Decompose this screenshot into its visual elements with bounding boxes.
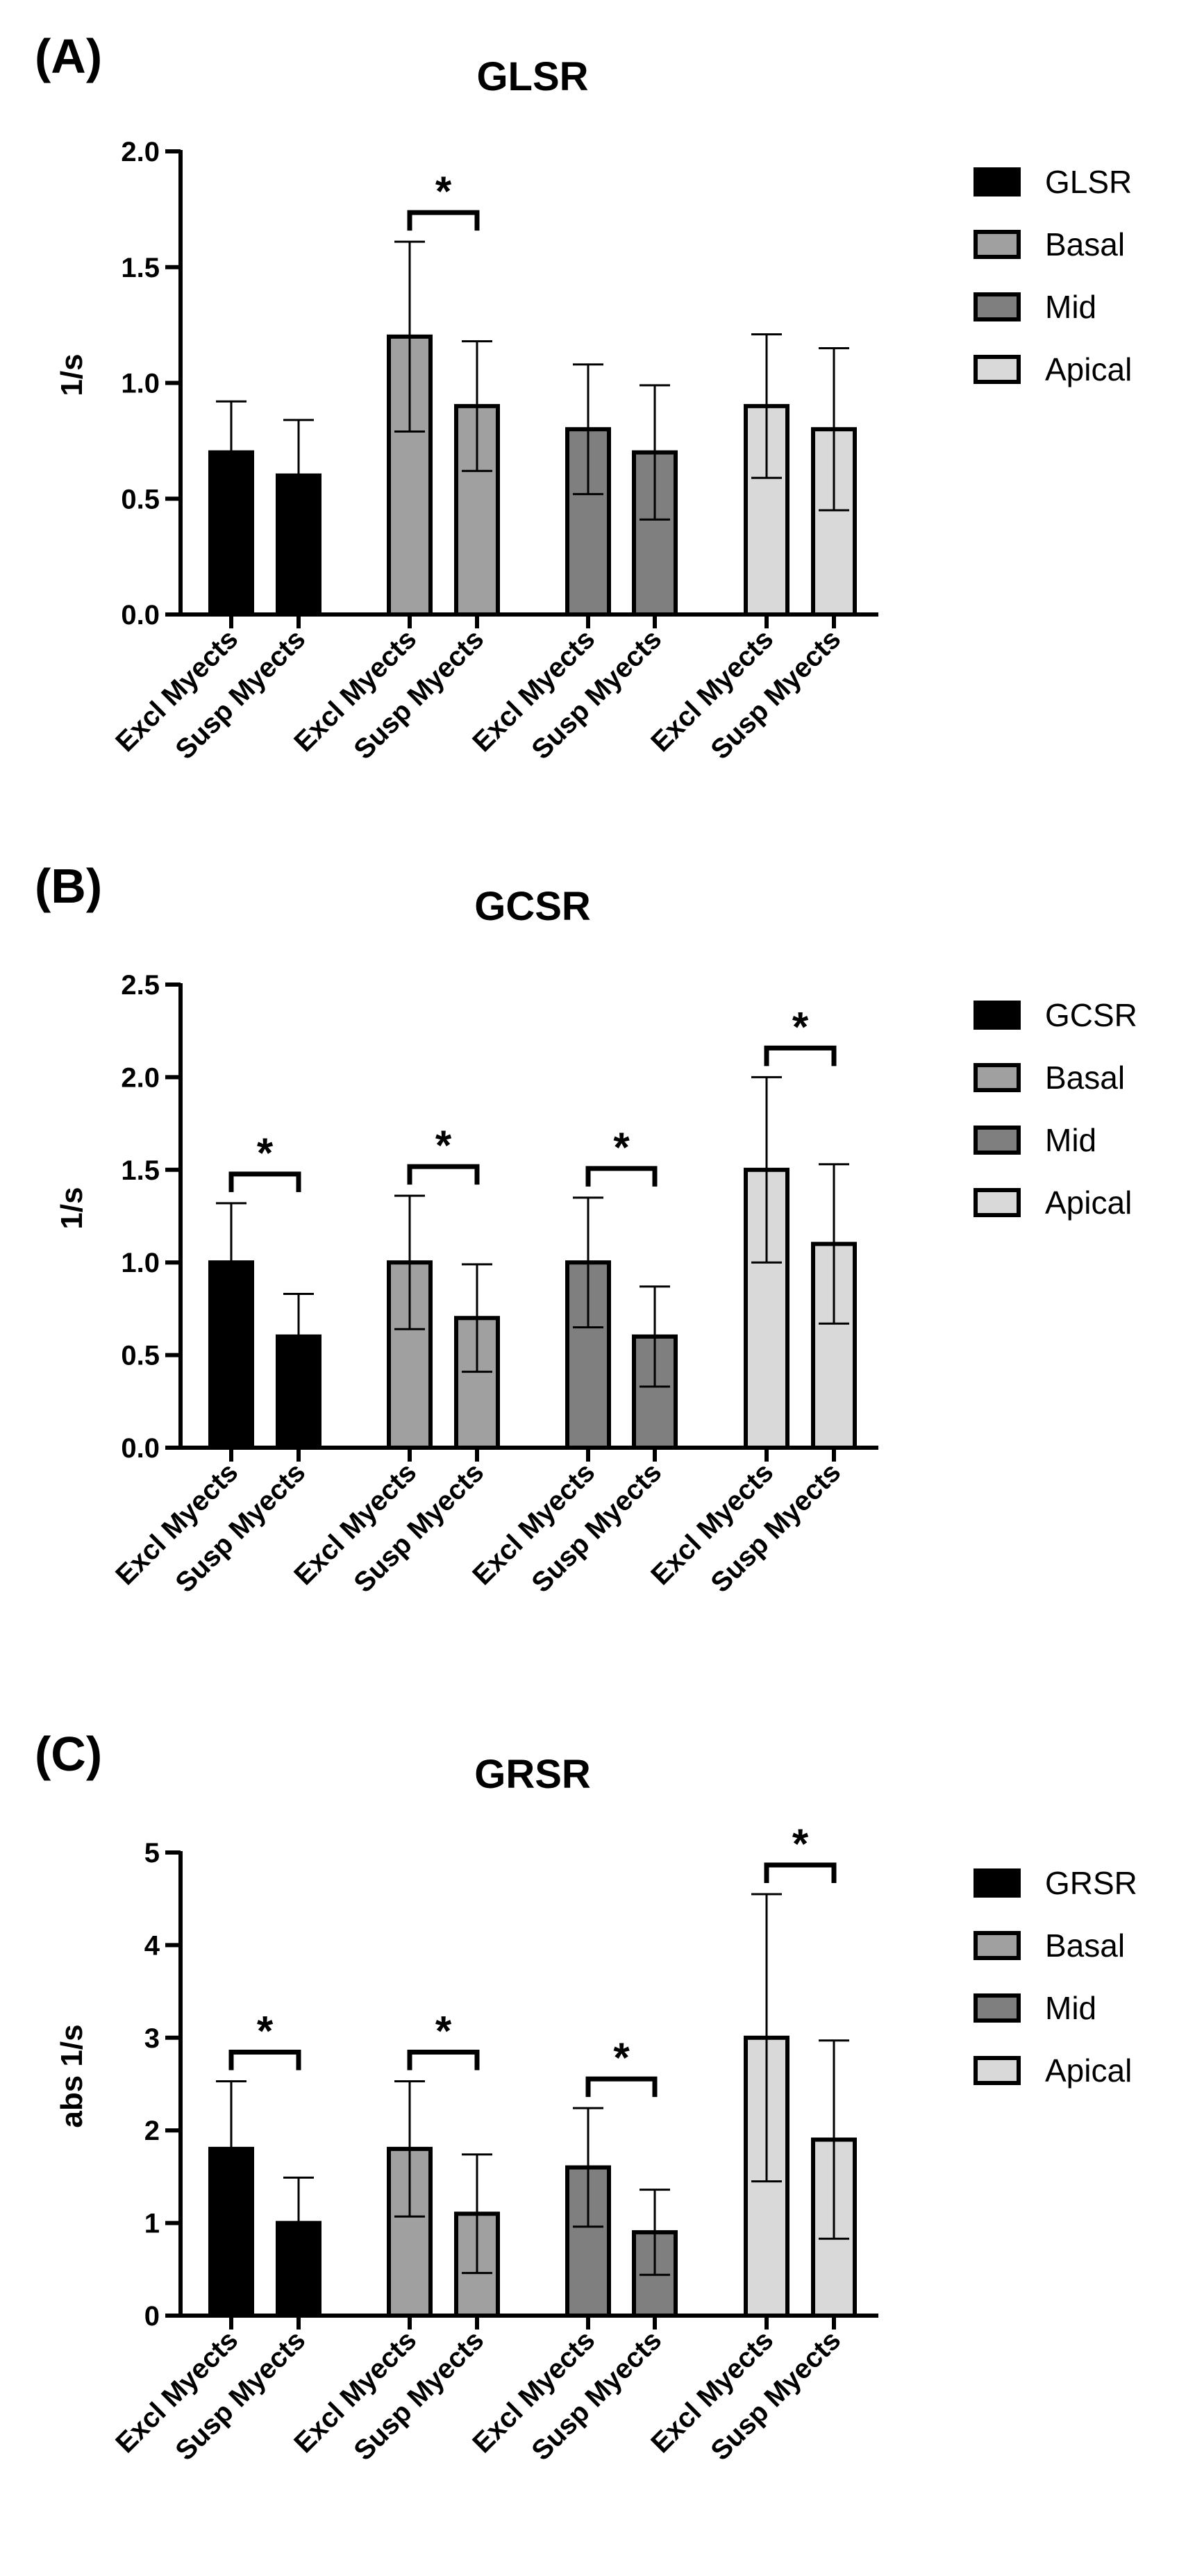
significance-bracket xyxy=(764,1045,837,1067)
y-tick-label: 1 xyxy=(144,2209,160,2239)
significance-bracket xyxy=(228,1171,301,1192)
legend-label-grsr: GRSR xyxy=(1045,1865,1137,1901)
legend-label-basal: Basal xyxy=(1045,226,1125,262)
legend-swatch-glsr xyxy=(973,167,1021,196)
panel-b-title: GCSR xyxy=(474,884,591,929)
legend-label-mid: Mid xyxy=(1045,289,1096,325)
y-tick-label: 0.5 xyxy=(121,1341,160,1371)
significance-star: * xyxy=(435,168,452,215)
legend-swatch-basal xyxy=(973,1931,1021,1960)
legend-label-mid: Mid xyxy=(1045,1990,1096,2026)
significance-star: * xyxy=(435,1122,452,1169)
significance-bracket xyxy=(585,1166,658,1187)
y-tick-label: 0.0 xyxy=(121,600,160,630)
panel-c-letter: (C) xyxy=(35,1727,102,1781)
legend-swatch-basal xyxy=(973,1063,1021,1092)
significance-star: * xyxy=(435,2007,452,2054)
y-tick-label: 2.0 xyxy=(121,1062,160,1093)
significance-bracket xyxy=(228,2050,301,2071)
legend-swatch-apical xyxy=(973,355,1021,384)
panel-a-title: GLSR xyxy=(476,54,588,99)
y-tick-label: 1.5 xyxy=(121,1155,160,1186)
significance-bracket xyxy=(407,1164,480,1185)
legend-swatch-mid xyxy=(973,292,1021,321)
y-tick-label: 1.0 xyxy=(121,1248,160,1278)
panel-a-y-axis-label: 1/s xyxy=(55,353,89,396)
legend-label-apical: Apical xyxy=(1045,2052,1132,2089)
significance-bracket xyxy=(764,1862,837,1884)
panel-c-y-axis-label: abs 1/s xyxy=(55,2024,89,2127)
legend-label-mid: Mid xyxy=(1045,1122,1096,1158)
y-tick-label: 0.0 xyxy=(121,1433,160,1464)
y-tick-label: 0.5 xyxy=(121,484,160,515)
y-tick-label: 3 xyxy=(144,2023,160,2054)
significance-bracket xyxy=(585,2076,658,2098)
significance-star: * xyxy=(257,2007,274,2054)
legend-label-apical: Apical xyxy=(1045,351,1132,387)
legend-label-gcsr: GCSR xyxy=(1045,997,1137,1033)
panel-b-letter: (B) xyxy=(35,859,102,913)
y-tick-label: 4 xyxy=(144,1930,160,1961)
panel-c-title: GRSR xyxy=(474,1752,591,1797)
legend-swatch-grsr xyxy=(973,1868,1021,1898)
significance-star: * xyxy=(792,1003,809,1050)
legend-swatch-apical xyxy=(973,1188,1021,1217)
significance-star: * xyxy=(613,1124,630,1171)
significance-bracket xyxy=(407,2050,480,2071)
y-tick-label: 2.5 xyxy=(121,970,160,1001)
legend-swatch-apical xyxy=(973,2056,1021,2085)
legend-label-basal: Basal xyxy=(1045,1060,1125,1096)
legend-swatch-basal xyxy=(973,230,1021,259)
significance-bracket xyxy=(407,210,480,231)
y-tick-label: 2 xyxy=(144,2116,160,2146)
legend-label-glsr: GLSR xyxy=(1045,164,1132,200)
legend-swatch-gcsr xyxy=(973,1001,1021,1030)
y-tick-label: 1.0 xyxy=(121,369,160,399)
legend-label-basal: Basal xyxy=(1045,1927,1125,1964)
panel-b-y-axis-label: 1/s xyxy=(55,1187,89,1229)
bar-mid-susp xyxy=(632,1334,678,1450)
legend-swatch-mid xyxy=(973,1126,1021,1155)
significance-star: * xyxy=(257,1130,274,1176)
significance-star: * xyxy=(792,1821,809,1867)
y-tick-label: 0 xyxy=(144,2301,160,2332)
y-tick-label: 5 xyxy=(144,1838,160,1868)
significance-star: * xyxy=(613,2034,630,2081)
panel-a-letter: (A) xyxy=(35,29,102,83)
y-tick-label: 2.0 xyxy=(121,137,160,167)
legend-label-apical: Apical xyxy=(1045,1185,1132,1221)
legend-swatch-mid xyxy=(973,1993,1021,2023)
y-tick-label: 1.5 xyxy=(121,253,160,283)
